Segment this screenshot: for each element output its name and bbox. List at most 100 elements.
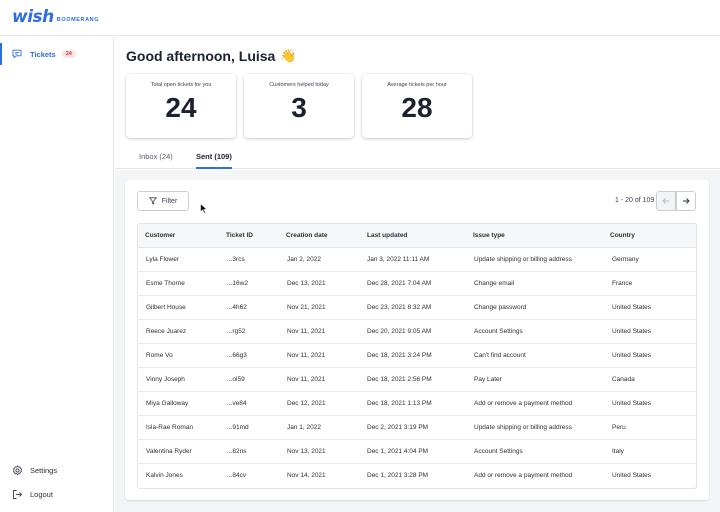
logout-icon <box>11 488 23 500</box>
customer-cell: Kalvin Jones <box>146 472 183 479</box>
creation-date-cell: Nov 14, 2021 <box>287 472 326 479</box>
ticket-id-cell: ...84cv <box>227 472 247 479</box>
creation-date-cell: Nov 13, 2021 <box>287 448 326 455</box>
filter-button[interactable]: Filter <box>137 191 189 211</box>
column-header-ticket-id[interactable]: Ticket ID <box>226 232 253 239</box>
next-page-button[interactable] <box>676 191 696 211</box>
country-cell: France <box>612 280 633 287</box>
table-row[interactable]: Esme Thorne ...16w2 Dec 13, 2021 Dec 28, 20… <box>138 272 696 296</box>
tickets-panel: Filter 1 - 20 of 109 Customer Ticket ID … <box>115 170 720 512</box>
issue-type-cell: Account Settings <box>474 448 523 455</box>
page-title: Good afternoon, Luisa 👋 <box>126 48 297 64</box>
table-row[interactable]: Gilbert House ...4h62 Nov 21, 2021 Dec 23, … <box>138 296 696 320</box>
creation-date-cell: Nov 21, 2021 <box>287 304 326 311</box>
ticket-id-cell: ...ol59 <box>227 376 245 383</box>
issue-type-cell: Update shipping or billing address <box>474 424 572 431</box>
table-row[interactable]: Kalvin Jones ...84cv Nov 14, 2021 Dec 1, 20… <box>138 464 696 488</box>
ticket-id-cell: ...3rcs <box>227 256 245 263</box>
table-row[interactable]: Isla-Rae Roman ...91md Jan 1, 2022 Dec 2, 2… <box>138 416 696 440</box>
last-updated-cell: Dec 18, 2021 1:13 PM <box>367 400 432 407</box>
sidebar-item-tickets[interactable]: Tickets 24 <box>0 43 113 65</box>
ticket-id-cell: ...ve84 <box>227 400 247 407</box>
stat-value: 28 <box>401 92 433 123</box>
stat-label: Average tickets per hour <box>387 82 447 88</box>
filter-label: Filter <box>161 197 178 205</box>
issue-type-cell: Add or remove a payment method <box>474 400 573 407</box>
creation-date-cell: Nov 11, 2021 <box>287 376 326 383</box>
last-updated-cell: Dec 18, 2021 3:24 PM <box>367 352 432 359</box>
mouse-pointer-icon <box>200 201 208 214</box>
creation-date-cell: Nov 11, 2021 <box>287 328 326 335</box>
creation-date-cell: Jan 2, 2022 <box>287 256 321 263</box>
sidebar: Tickets 24 Settings Logout <box>0 37 114 512</box>
issue-type-cell: Change email <box>474 280 515 287</box>
greeting-text: Good afternoon, Luisa <box>126 48 276 64</box>
ticket-id-cell: ...4h62 <box>227 304 247 311</box>
last-updated-cell: Jan 3, 2022 11:11 AM <box>367 256 430 263</box>
table-row[interactable]: Reece Juarez ...rg52 Nov 11, 2021 Dec 20, 2… <box>138 320 696 344</box>
gear-icon <box>11 464 23 476</box>
tab-sent[interactable]: Sent (109) <box>196 152 232 169</box>
customer-cell: Lyla Flower <box>146 256 179 263</box>
sidebar-item-logout[interactable]: Logout <box>0 483 113 505</box>
column-header-last-updated[interactable]: Last updated <box>367 232 408 239</box>
customer-cell: Vinny Joseph <box>146 376 185 383</box>
stat-label: Total open tickets for you <box>150 82 212 88</box>
last-updated-cell: Dec 1, 2021 4:04 PM <box>367 448 429 455</box>
sidebar-item-label: Tickets <box>30 49 56 59</box>
stat-value: 3 <box>291 92 307 123</box>
issue-type-cell: Can't find account <box>474 352 526 359</box>
ticket-tabs: Inbox (24) Sent (109) <box>115 151 720 169</box>
ticket-id-cell: ...82ns <box>227 448 247 455</box>
ticket-id-cell: ...91md <box>227 424 249 431</box>
last-updated-cell: Dec 20, 2021 9:05 AM <box>367 328 432 335</box>
creation-date-cell: Dec 13, 2021 <box>287 280 326 287</box>
country-cell: Peru <box>612 424 626 431</box>
arrow-left-icon <box>662 198 669 204</box>
issue-type-cell: Change password <box>474 304 527 311</box>
issue-type-cell: Update shipping or billing address <box>474 256 572 263</box>
table-header: Customer Ticket ID Creation date Last up… <box>138 224 696 248</box>
table-row[interactable]: Rome Vo ...66g3 Nov 11, 2021 Dec 18, 2021 3… <box>138 344 696 368</box>
issue-type-cell: Add or remove a payment method <box>474 472 573 479</box>
last-updated-cell: Dec 2, 2021 3:19 PM <box>367 424 429 431</box>
column-header-country[interactable]: Country <box>610 232 635 239</box>
country-cell: United States <box>612 304 652 311</box>
waving-hand-icon: 👋 <box>280 48 297 64</box>
previous-page-button[interactable] <box>656 191 676 211</box>
issue-type-cell: Pay Later <box>474 376 502 383</box>
country-cell: Germany <box>612 256 639 263</box>
stat-card-customers-helped: Customers helped today 3 <box>244 74 354 138</box>
main-content: Good afternoon, Luisa 👋 Total open ticke… <box>115 37 720 512</box>
table-row[interactable]: Vinny Joseph ...ol59 Nov 11, 2021 Dec 18, 2… <box>138 368 696 392</box>
customer-cell: Gilbert House <box>146 304 186 311</box>
column-header-issue-type[interactable]: Issue type <box>473 232 505 239</box>
stat-label: Customers helped today <box>269 82 329 88</box>
sidebar-item-settings[interactable]: Settings <box>0 459 113 481</box>
creation-date-cell: Dec 12, 2021 <box>287 400 326 407</box>
logo-subtitle: BOOMERANG <box>56 17 100 23</box>
column-header-creation-date[interactable]: Creation date <box>286 232 328 239</box>
country-cell: United States <box>612 328 652 335</box>
customer-cell: Esme Thorne <box>146 280 185 287</box>
country-cell: United States <box>612 400 652 407</box>
stat-card-average-tickets: Average tickets per hour 28 <box>362 74 472 138</box>
table-row[interactable]: Valentina Ryder ...82ns Nov 13, 2021 Dec 1,… <box>138 440 696 464</box>
ticket-id-cell: ...16w2 <box>227 280 248 287</box>
last-updated-cell: Dec 28, 2021 7:04 AM <box>367 280 432 287</box>
country-cell: United States <box>612 472 652 479</box>
sidebar-item-label: Logout <box>30 489 53 499</box>
ticket-id-cell: ...66g3 <box>227 352 247 359</box>
filter-icon <box>148 197 157 205</box>
customer-cell: Isla-Rae Roman <box>146 424 193 431</box>
tickets-count-badge: 24 <box>61 50 76 58</box>
tab-inbox[interactable]: Inbox (24) <box>139 152 173 161</box>
country-cell: United States <box>612 352 652 359</box>
stat-card-open-tickets: Total open tickets for you 24 <box>126 74 236 138</box>
table-row[interactable]: Lyla Flower ...3rcs Jan 2, 2022 Jan 3, 2022… <box>138 248 696 272</box>
country-cell: Canada <box>612 376 635 383</box>
pagination-range: 1 - 20 of 109 <box>615 197 655 204</box>
column-header-customer[interactable]: Customer <box>145 232 176 239</box>
wish-boomerang-logo[interactable]: wish BOOMERANG <box>12 8 99 26</box>
table-row[interactable]: Miya Galloway ...ve84 Dec 12, 2021 Dec 18, … <box>138 392 696 416</box>
